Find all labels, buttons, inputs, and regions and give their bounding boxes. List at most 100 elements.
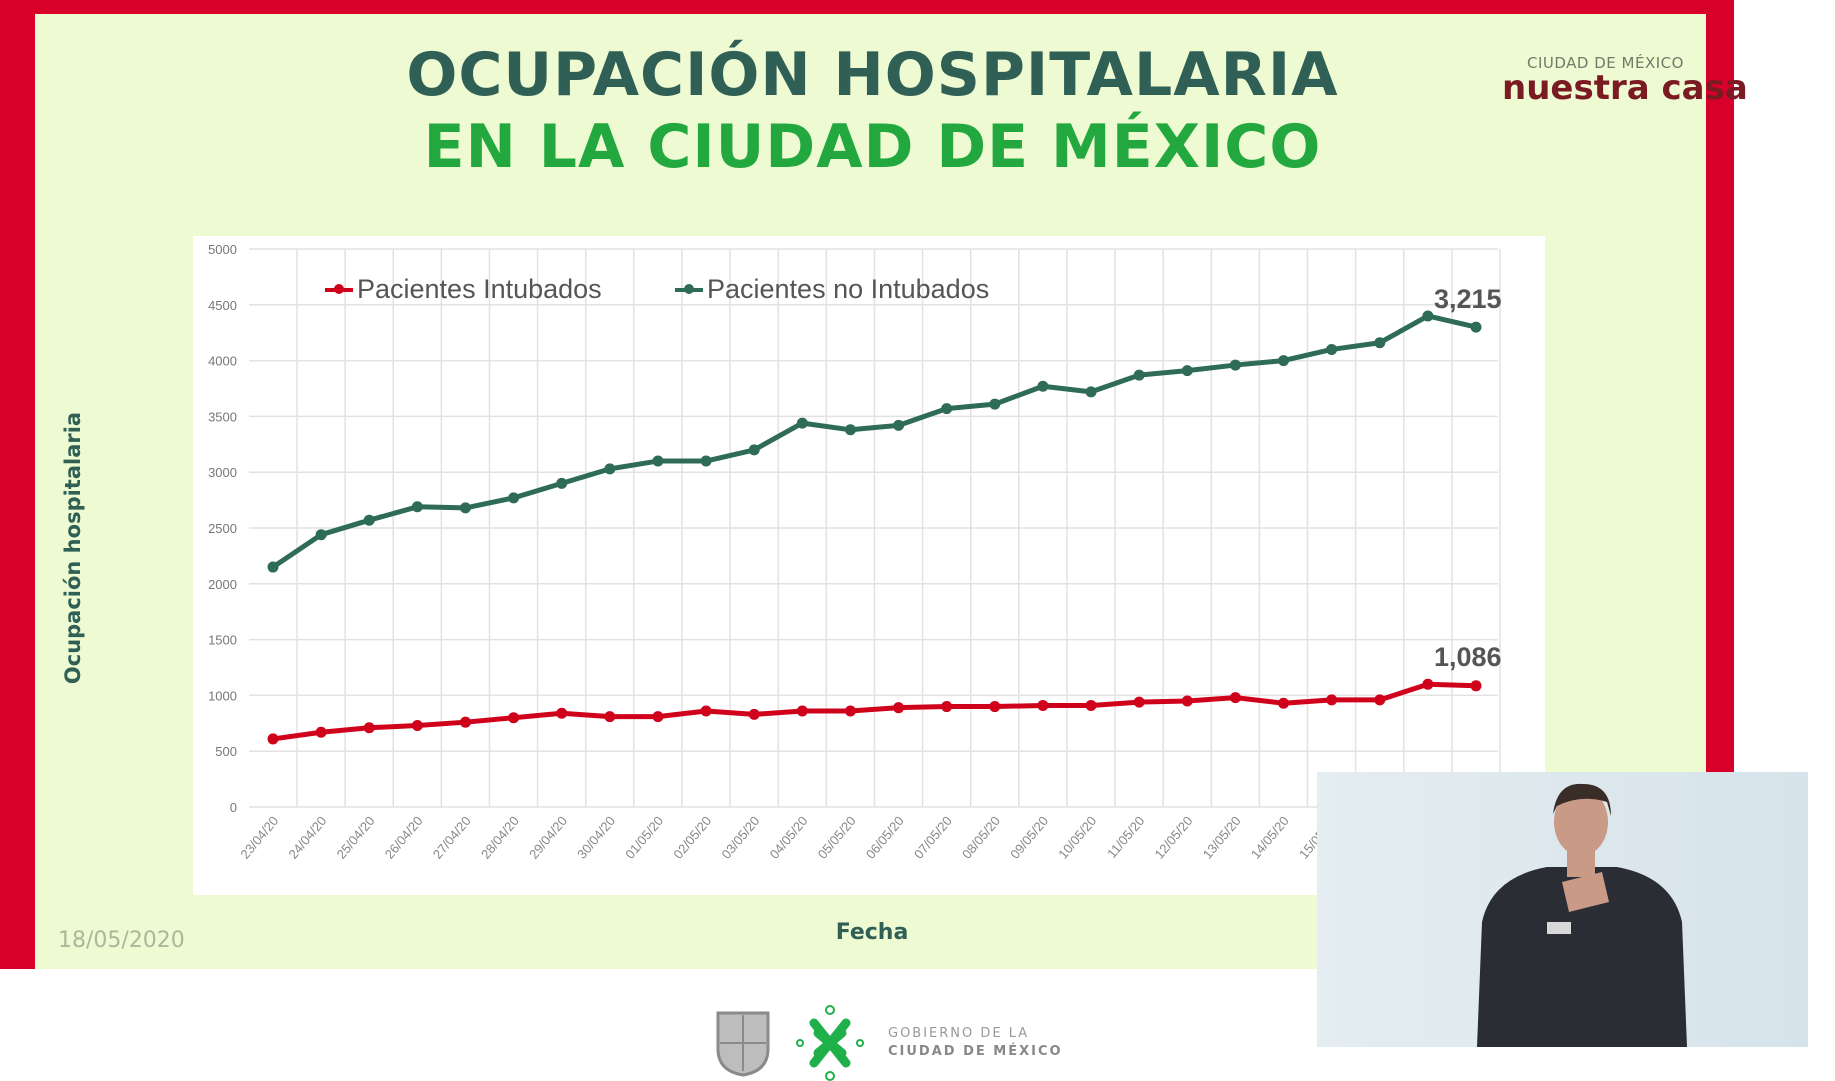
x-tick-label: 06/05/20 — [863, 813, 907, 861]
data-point — [1326, 694, 1338, 706]
data-point — [652, 455, 664, 467]
data-point — [700, 455, 712, 467]
data-point — [748, 708, 760, 720]
data-point — [893, 702, 905, 714]
data-point — [844, 705, 856, 717]
y-tick-label: 2000 — [208, 577, 237, 592]
x-tick-label: 08/05/20 — [959, 813, 1003, 861]
data-point — [941, 701, 953, 713]
y-tick-label: 3500 — [208, 409, 237, 424]
data-point — [1326, 343, 1338, 355]
data-point — [604, 711, 616, 723]
data-point — [989, 701, 1001, 713]
data-point — [1037, 699, 1049, 711]
x-tick-label: 01/05/20 — [622, 813, 666, 861]
data-point — [315, 726, 327, 738]
x-tick-label: 24/04/20 — [285, 813, 329, 861]
x-tick-label: 29/04/20 — [526, 813, 570, 861]
sign-language-interpreter-video — [1317, 772, 1808, 1047]
annotation-no-intubados: 3,215 — [1434, 284, 1502, 314]
data-point — [459, 716, 471, 728]
data-point — [1037, 380, 1049, 392]
data-point — [459, 502, 471, 514]
x-tick-label: 05/05/20 — [815, 813, 859, 861]
data-point — [556, 477, 568, 489]
data-point — [315, 529, 327, 541]
x-tick-label: 12/05/20 — [1152, 813, 1196, 861]
y-tick-label: 1000 — [208, 688, 237, 703]
legend-label: Pacientes Intubados — [357, 274, 602, 304]
legend-label: Pacientes no Intubados — [707, 274, 990, 304]
x-tick-label: 07/05/20 — [911, 813, 955, 861]
data-point — [748, 444, 760, 456]
data-point — [1422, 678, 1434, 690]
y-tick-label: 5000 — [208, 242, 237, 257]
data-point — [1085, 386, 1097, 398]
data-point — [1133, 369, 1145, 381]
x-tick-label: 09/05/20 — [1007, 813, 1051, 861]
x-tick-label: 14/05/20 — [1248, 813, 1292, 861]
data-point — [267, 733, 279, 745]
x-tick-label: 25/04/20 — [334, 813, 378, 861]
data-point — [796, 417, 808, 429]
x-tick-label: 30/04/20 — [574, 813, 618, 861]
data-point — [652, 711, 664, 723]
coat-of-arms-icon — [716, 1011, 770, 1077]
data-point — [1181, 365, 1193, 377]
x-axis-label: Fecha — [835, 920, 909, 945]
government-line-2: CIUDAD DE MÉXICO — [888, 1044, 1063, 1059]
x-tick-label: 03/05/20 — [718, 813, 762, 861]
data-point — [1278, 697, 1290, 709]
y-tick-label: 3000 — [208, 465, 237, 480]
data-point — [1229, 692, 1241, 704]
y-tick-label: 4500 — [208, 298, 237, 313]
data-point — [363, 514, 375, 526]
x-tick-label: 02/05/20 — [670, 813, 714, 861]
government-name: GOBIERNO DE LA CIUDAD DE MÉXICO — [888, 1025, 1063, 1061]
series-line-no-intubados — [271, 313, 1477, 570]
legend-item-intubados: Pacientes Intubados — [325, 274, 602, 305]
legend-swatch-red — [325, 283, 353, 294]
data-point — [1085, 699, 1097, 711]
data-point — [1181, 695, 1193, 707]
data-point — [267, 561, 279, 573]
data-point — [556, 707, 568, 719]
x-tick-label: 04/05/20 — [767, 813, 811, 861]
data-point — [604, 463, 616, 475]
title-line-1: OCUPACIÓN HOSPITALARIA — [406, 40, 1339, 110]
data-point — [989, 398, 1001, 410]
legend-swatch-green — [675, 283, 703, 294]
data-point — [893, 419, 905, 431]
slide-date: 18/05/2020 — [58, 928, 185, 953]
brand-subtitle: CIUDAD DE MÉXICO — [1527, 54, 1684, 72]
data-point — [363, 722, 375, 734]
x-tick-label: 28/04/20 — [478, 813, 522, 861]
data-point — [1470, 321, 1482, 333]
y-tick-label: 1500 — [208, 633, 237, 648]
data-point — [1229, 359, 1241, 371]
data-point — [411, 720, 423, 732]
data-point — [1374, 337, 1386, 349]
data-point — [508, 712, 520, 724]
x-tick-label: 11/05/20 — [1104, 813, 1147, 861]
data-point — [1278, 355, 1290, 367]
data-point — [700, 705, 712, 717]
footer-logos: GOBIERNO DE LA CIUDAD DE MÉXICO — [714, 1005, 1063, 1081]
series-line-intubados — [272, 681, 1477, 742]
data-point — [796, 705, 808, 717]
y-tick-label: 500 — [215, 744, 237, 759]
x-tick-label: 27/04/20 — [430, 813, 474, 861]
data-point — [1422, 310, 1434, 322]
y-axis-label: Ocupación hospitalaria — [61, 411, 85, 685]
data-point — [411, 501, 423, 513]
y-tick-label: 4000 — [208, 354, 237, 369]
title-line-2: EN LA CIUDAD DE MÉXICO — [423, 112, 1322, 182]
annotation-intubados: 1,086 — [1434, 642, 1502, 672]
data-point — [508, 492, 520, 504]
x-tick-label: 13/05/20 — [1200, 813, 1244, 861]
interpreter-figure — [1477, 783, 1687, 1047]
brand-logo-text: nuestra casa — [1502, 68, 1748, 108]
data-point — [1133, 696, 1145, 708]
x-tick-label: 26/04/20 — [382, 813, 426, 861]
x-tick-label: 10/05/20 — [1055, 813, 1099, 861]
